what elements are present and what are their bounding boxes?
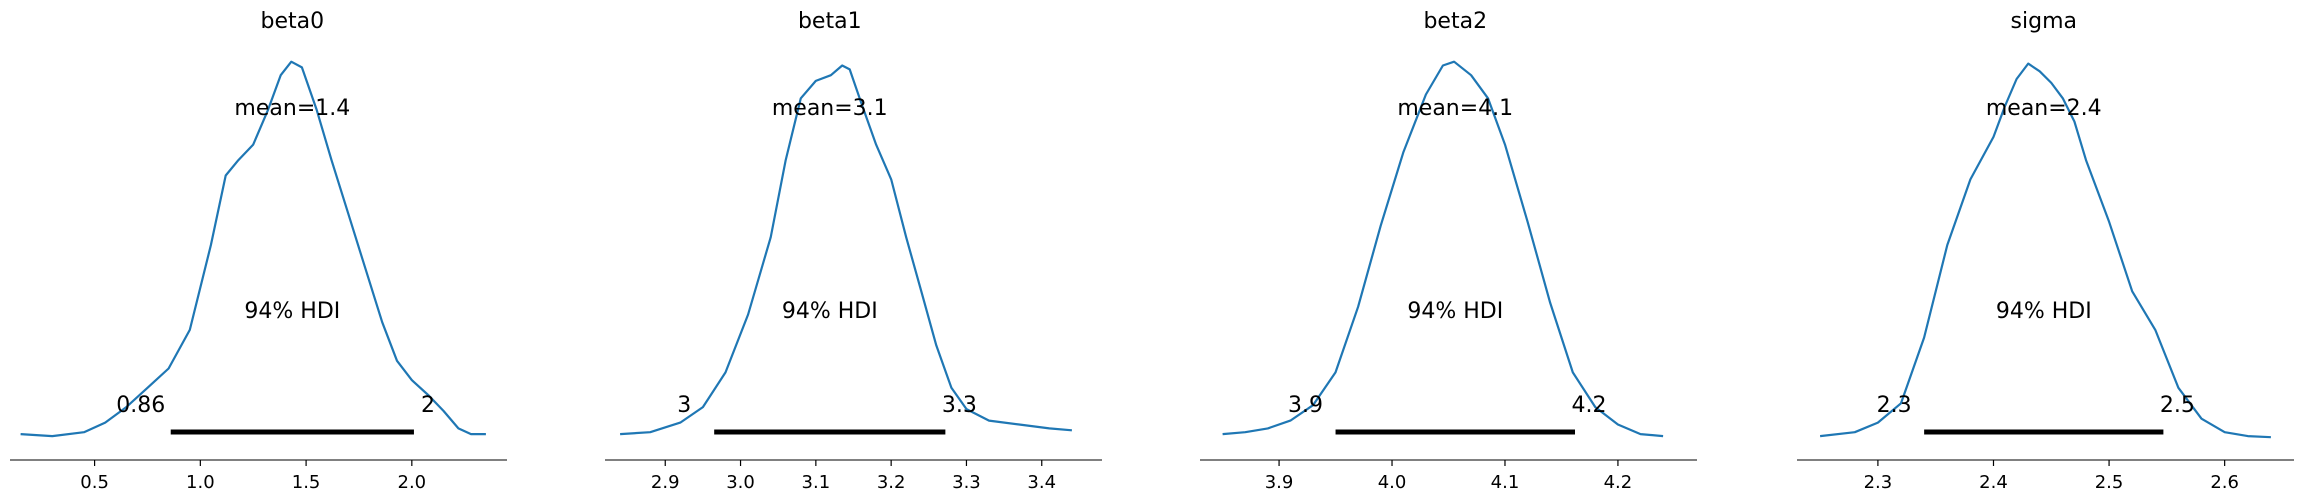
hdi-upper-label: 2 bbox=[421, 393, 435, 418]
hdi-label: 94% HDI bbox=[244, 299, 340, 324]
x-tick-label: 2.0 bbox=[398, 472, 427, 493]
panel-sigma: sigma mean=2.4 94% HDI 2.3 2.5 2.3 2.4 2.5 2.6 bbox=[1797, 9, 2294, 493]
x-tick-label: 3.9 bbox=[1265, 472, 1294, 493]
mean-label: mean=4.1 bbox=[1397, 96, 1513, 121]
x-tick-label: 1.5 bbox=[292, 472, 321, 493]
x-tick-label: 3.4 bbox=[1027, 472, 1056, 493]
hdi-lower-label: 3.9 bbox=[1288, 393, 1323, 418]
x-tick-label: 3.0 bbox=[726, 472, 755, 493]
hdi-upper-label: 2.5 bbox=[2160, 393, 2195, 418]
x-tick-label: 2.4 bbox=[1979, 472, 2008, 493]
density-curve bbox=[620, 64, 1072, 436]
panel-title: sigma bbox=[2011, 9, 2077, 34]
x-tick-label: 3.3 bbox=[952, 472, 981, 493]
x-tick-label: 0.5 bbox=[80, 472, 109, 493]
mean-label: mean=3.1 bbox=[772, 96, 888, 121]
hdi-label: 94% HDI bbox=[1996, 299, 2092, 324]
hdi-lower-label: 0.86 bbox=[116, 393, 165, 418]
panel-beta1: beta1 mean=3.1 94% HDI 3 3.3 2.9 3.0 3.1 3.2 3.3 3… bbox=[605, 9, 1102, 493]
panel-title: beta0 bbox=[261, 9, 325, 34]
x-tick-label: 2.3 bbox=[1864, 472, 1893, 493]
density-curve bbox=[1222, 60, 1664, 438]
x-tick-label: 4.1 bbox=[1491, 472, 1520, 493]
density-curve bbox=[1819, 62, 2271, 439]
hdi-label: 94% HDI bbox=[782, 299, 878, 324]
x-tick-label: 2.9 bbox=[651, 472, 680, 493]
mean-label: mean=2.4 bbox=[1986, 96, 2102, 121]
hdi-lower-label: 2.3 bbox=[1877, 393, 1912, 418]
x-tick-label: 3.2 bbox=[877, 472, 906, 493]
hdi-upper-label: 3.3 bbox=[942, 393, 977, 418]
x-tick-label: 4.0 bbox=[1378, 472, 1407, 493]
mean-label: mean=1.4 bbox=[234, 96, 350, 121]
x-tick-label: 2.6 bbox=[2210, 472, 2239, 493]
x-tick-label: 2.5 bbox=[2095, 472, 2124, 493]
x-tick-label: 4.2 bbox=[1604, 472, 1633, 493]
density-curve bbox=[20, 60, 486, 438]
panel-beta0: beta0 mean=1.4 94% HDI 0.86 2 0.5 1.0 1.5 2.0 bbox=[10, 9, 507, 493]
hdi-upper-label: 4.2 bbox=[1572, 393, 1607, 418]
x-tick-label: 1.0 bbox=[186, 472, 215, 493]
hdi-label: 94% HDI bbox=[1407, 299, 1503, 324]
panel-title: beta2 bbox=[1423, 9, 1487, 34]
panel-beta2: beta2 mean=4.1 94% HDI 3.9 4.2 3.9 4.0 4.1 4.2 bbox=[1200, 9, 1697, 493]
x-tick-label: 3.1 bbox=[802, 472, 831, 493]
hdi-lower-label: 3 bbox=[677, 393, 691, 418]
panel-title: beta1 bbox=[798, 9, 862, 34]
